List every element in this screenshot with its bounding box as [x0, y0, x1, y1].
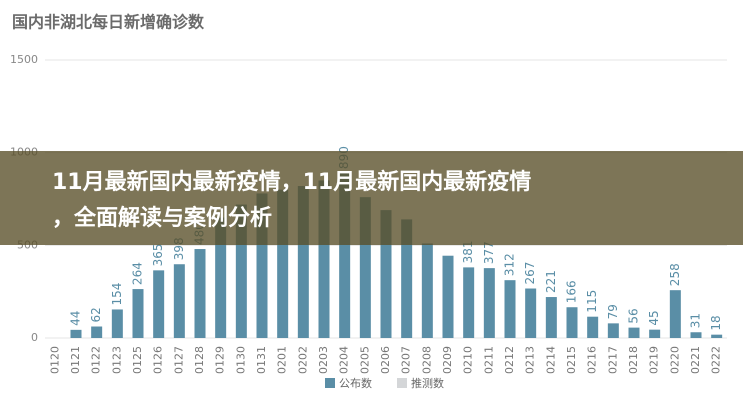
value-label: 381 [461, 240, 475, 263]
bar [607, 323, 619, 338]
value-label: 166 [565, 280, 579, 303]
x-tick-label: 0210 [462, 346, 475, 374]
x-tick-label: 0205 [358, 346, 371, 374]
value-label: 18 [709, 315, 723, 330]
bar [690, 332, 702, 338]
x-tick-label: 0206 [379, 346, 392, 374]
x-tick-label: 0222 [710, 346, 723, 374]
x-tick-label: 0201 [276, 346, 289, 374]
x-tick-label: 0221 [689, 346, 702, 374]
bar [401, 219, 413, 338]
value-label: 31 [689, 313, 703, 328]
x-tick-label: 0211 [482, 346, 495, 374]
bar [483, 268, 495, 338]
x-tick-label: 0130 [234, 346, 247, 374]
legend-swatch [325, 378, 335, 388]
bar [380, 210, 392, 338]
bar [277, 189, 289, 338]
bar [256, 193, 268, 338]
bar [318, 180, 330, 338]
value-label: 154 [110, 283, 124, 306]
bar [545, 297, 557, 338]
bar [215, 217, 227, 338]
bar [525, 288, 537, 338]
banner-line: 11月最新国内最新疫情，11月最新国内最新疫情 [52, 170, 532, 195]
y-tick-label: 1500 [10, 53, 38, 66]
x-tick-label: 0215 [565, 346, 578, 374]
bar [173, 264, 185, 338]
x-tick-label: 0202 [296, 346, 309, 374]
bar [463, 267, 475, 338]
value-label: 115 [585, 290, 599, 313]
x-tick-label: 0220 [668, 346, 681, 374]
x-tick-label: 0207 [400, 346, 413, 374]
value-label: 56 [627, 308, 641, 323]
bar [111, 309, 123, 338]
bar [421, 243, 433, 338]
x-tick-label: 0125 [131, 346, 144, 374]
legend-label: 推测数 [411, 376, 444, 390]
x-tick-label: 0123 [110, 346, 123, 374]
x-tick-label: 0127 [172, 346, 185, 374]
x-tick-label: 0126 [152, 346, 165, 374]
bar [297, 186, 309, 338]
value-label: 45 [647, 310, 661, 325]
bar [587, 316, 599, 338]
x-tick-label: 0219 [648, 346, 661, 374]
chart-title: 国内非湖北每日新增确诊数 [12, 13, 205, 32]
bar [194, 249, 206, 338]
bar [70, 329, 82, 338]
value-label: 79 [606, 304, 620, 319]
x-tick-label: 0120 [48, 346, 61, 374]
x-tick-label: 0121 [69, 346, 82, 374]
x-tick-label: 0122 [90, 346, 103, 374]
x-tick-label: 0203 [317, 346, 330, 374]
bar [566, 307, 578, 338]
value-label: 264 [131, 262, 145, 285]
value-label: 267 [523, 262, 537, 285]
bar [669, 290, 681, 338]
x-tick-label: 0128 [193, 346, 206, 374]
banner-line: ，全面解读与案例分析 [52, 206, 273, 231]
bar [339, 173, 351, 338]
legend-label: 公布数 [339, 377, 372, 390]
legend-swatch [397, 378, 407, 388]
bar [649, 329, 661, 338]
value-label: 377 [482, 241, 496, 264]
x-tick-label: 0213 [524, 346, 537, 374]
bar [711, 334, 723, 338]
y-tick-label: 0 [31, 331, 38, 344]
x-tick-label: 0208 [420, 346, 433, 374]
x-tick-label: 0212 [503, 346, 516, 374]
x-tick-label: 0129 [214, 346, 227, 374]
bar [153, 270, 165, 338]
bar [442, 255, 454, 338]
bar [504, 280, 516, 338]
value-label: 221 [544, 270, 558, 293]
value-label: 365 [151, 243, 165, 266]
x-tick-label: 0217 [606, 346, 619, 374]
x-tick-label: 0216 [586, 346, 599, 374]
x-tick-label: 0209 [441, 346, 454, 374]
x-tick-label: 0214 [544, 346, 557, 374]
bar [235, 204, 247, 338]
value-label: 312 [503, 253, 517, 276]
x-tick-label: 0204 [338, 346, 351, 374]
bar [91, 326, 103, 338]
bar [628, 327, 640, 338]
bar [359, 197, 371, 338]
x-tick-label: 0218 [627, 346, 640, 374]
value-label: 258 [668, 263, 682, 286]
banner: 11月最新国内最新疫情，11月最新国内最新疫情 ，全面解读与案例分析 [0, 151, 743, 245]
value-label: 44 [69, 311, 83, 326]
value-label: 62 [89, 307, 103, 322]
x-tick-label: 0131 [255, 346, 268, 374]
bar [132, 289, 144, 338]
